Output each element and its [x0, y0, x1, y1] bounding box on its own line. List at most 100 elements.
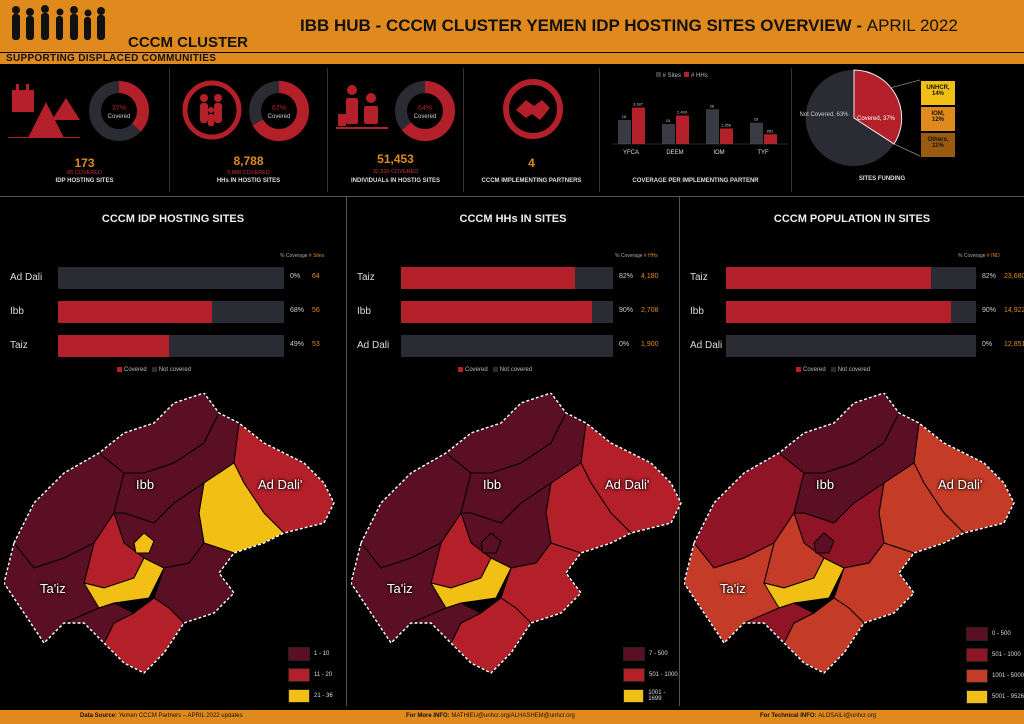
- panel-hhs: CCCM HHs IN SITES % Coverage # HHs Taiz 82%…: [346, 196, 682, 708]
- map-legend-swatch: [966, 627, 988, 641]
- coverage-hash-label: # IND: [985, 253, 1000, 259]
- legend-not-covered-swatch: [492, 367, 498, 372]
- bar-value: 23,680: [1004, 273, 1024, 280]
- footer-source: Data Source: Yemen CCCM Partners – APRIL…: [80, 713, 243, 719]
- funding-item-1: IOM, 12%: [920, 106, 956, 132]
- partner-chart-legend: # Sites # HHs: [656, 72, 708, 79]
- map-legend: 7 - 500 501 - 1000 1001 - 1699: [623, 645, 679, 708]
- map-legend-item: 1001 - 1699: [623, 687, 679, 705]
- map-legend-item: 0 - 500: [966, 625, 1024, 643]
- funding-slice-not-covered: [805, 69, 894, 166]
- bar-row-ad-dali: Ad Dali 0% 1,900: [357, 335, 671, 357]
- individuals-covered: 32,930 COVERED: [372, 169, 419, 175]
- footer-tech-label: For Technical INFO:: [760, 713, 817, 719]
- funding-item-pct: 14%: [931, 91, 944, 97]
- kpi-hhs: 67% Covered 8,788 5,888 COVERED HHs IN H…: [170, 68, 328, 192]
- hhs-total: 8,788: [233, 154, 264, 168]
- map-legend-item: 7 - 500: [623, 645, 679, 663]
- partner-name-tyf: TYF: [757, 150, 769, 156]
- funding-item-0: UNHCR, 14%: [920, 80, 956, 106]
- funding-covered-label: Covered, 37%: [857, 116, 896, 122]
- legend-not-covered-label: Not covered: [158, 367, 192, 374]
- choropleth-map: [684, 393, 1015, 674]
- footer-info-text[interactable]: MATHIEU@unhcr.org/ALHASHEM@unhcr.org: [451, 713, 575, 719]
- coverage-label: % Coverage: [615, 253, 643, 259]
- panel-sites: CCCM IDP HOSTING SITES % Coverage # Sites…: [0, 196, 346, 706]
- bar-value: 64: [312, 273, 320, 280]
- panel-title: CCCM IDP HOSTING SITES: [101, 213, 245, 225]
- map-legend-item: 1 - 10: [288, 645, 333, 663]
- bar-total: [726, 335, 976, 357]
- map-label-ibb: Ibb: [483, 477, 502, 492]
- bar-pct: 0%: [619, 341, 630, 348]
- map-legend-item: 501 - 1000: [966, 646, 1024, 664]
- legend-covered-swatch: [458, 367, 463, 372]
- map-legend-swatch: [966, 690, 988, 704]
- legend-not-covered-swatch: [151, 367, 157, 372]
- bar-hhs-iom: [720, 128, 733, 144]
- legend-sites-swatch: [656, 72, 661, 77]
- bar-pct: 68%: [290, 307, 305, 314]
- sites-label: IDP HOSTING SITES: [55, 178, 114, 184]
- coverage-hash-label: # HHs: [642, 253, 658, 259]
- sites-total: 173: [74, 156, 95, 170]
- coverage-label: % Coverage: [958, 253, 986, 259]
- governorate-outline: [684, 393, 1015, 674]
- legend-covered-swatch: [796, 367, 801, 372]
- bar-category: Taiz: [690, 272, 708, 283]
- title-text: IBB HUB - CCCM CLUSTER YEMEN IDP HOSTING…: [300, 16, 862, 35]
- coverage-header: % Coverage # HHs: [615, 253, 658, 259]
- map-legend-swatch: [288, 647, 310, 661]
- map-district[interactable]: [813, 532, 835, 554]
- map-label-ad-dali: Ad Dali': [605, 477, 650, 492]
- funding-breakdown: UNHCR, 14% IOM, 12% Others, 11%: [920, 80, 956, 158]
- bar-row-taiz: Taiz 82% 4,180: [357, 267, 671, 289]
- map-district[interactable]: [133, 532, 155, 554]
- legend-not-covered-swatch: [830, 367, 836, 372]
- subtitle-bar: SUPPORTING DISPLACED COMMUNITIES: [0, 52, 1024, 64]
- bar-category: Ad Dali: [690, 340, 723, 351]
- legend-hhs-swatch: [684, 72, 690, 77]
- funding-connector-top: [889, 79, 921, 89]
- map-legend-label: 11 - 20: [314, 672, 333, 678]
- footer-info-label: For More INFO:: [406, 713, 450, 719]
- bar-value: 4,180: [641, 273, 659, 280]
- panel-title: CCCM POPULATION IN SITES: [773, 213, 931, 225]
- funding-item-name: Others,: [927, 137, 949, 143]
- legend-hhs-label: # HHs: [691, 73, 708, 79]
- map-district[interactable]: [480, 532, 502, 554]
- bar-value: 1,900: [641, 341, 659, 348]
- map-legend-label: 501 - 1000: [649, 672, 678, 678]
- bar-row-taiz: Taiz 49% 53: [10, 335, 336, 357]
- bar-sites-deem: [662, 124, 675, 144]
- bar-value: 56: [312, 307, 320, 314]
- sites-covered: 65 COVERED: [67, 170, 102, 176]
- map-legend-item: 11 - 20: [288, 666, 333, 684]
- individuals-icon: [336, 85, 388, 129]
- bar-sites-yfca: [618, 120, 631, 144]
- map-legend-swatch: [623, 668, 645, 682]
- partner-chart-label: COVERAGE PER IMPLEMENTING PARTENR: [632, 178, 759, 184]
- bar-covered: [401, 267, 575, 289]
- kpi-row: 37% Covered 173 65 COVERED IDP HOSTING S…: [0, 68, 1024, 192]
- map-legend-label: 501 - 1000: [992, 652, 1021, 658]
- partner-bar-chart: 18 3,187 YFCA 15 2,493 DEEM 26 1,356 IOM 16 852 TYF: [612, 102, 788, 156]
- map-legend-swatch: [288, 668, 310, 682]
- footer-tech-text[interactable]: ALOSAILI@unhcr.org: [818, 713, 877, 719]
- map-legend-item: 21 - 36: [288, 687, 333, 705]
- bar-row-ibb: Ibb 90% 14,922: [690, 301, 1024, 323]
- bar-legend: Covered Not covered: [458, 367, 532, 373]
- sites-donut-pct: 37%: [112, 105, 126, 112]
- kpi-partners: 4 CCCM IMPLEMENTING PARTNERS: [464, 68, 600, 192]
- label-hhs-yfca: 3,187: [633, 102, 644, 107]
- map-legend-swatch: [966, 648, 988, 662]
- funding-item-pct: 12%: [931, 117, 944, 123]
- label-sites-deem: 15: [666, 118, 671, 123]
- choropleth-map: [4, 393, 335, 674]
- coverage-hash-label: # Sites: [307, 253, 325, 259]
- map-label-ibb: Ibb: [136, 477, 155, 492]
- bar-row-ibb: Ibb 68% 56: [10, 301, 336, 323]
- map-label-ad-dali: Ad Dali': [258, 477, 303, 492]
- bar-category: Ibb: [357, 306, 371, 317]
- footer: Data Source: Yemen CCCM Partners – APRIL…: [0, 710, 1024, 724]
